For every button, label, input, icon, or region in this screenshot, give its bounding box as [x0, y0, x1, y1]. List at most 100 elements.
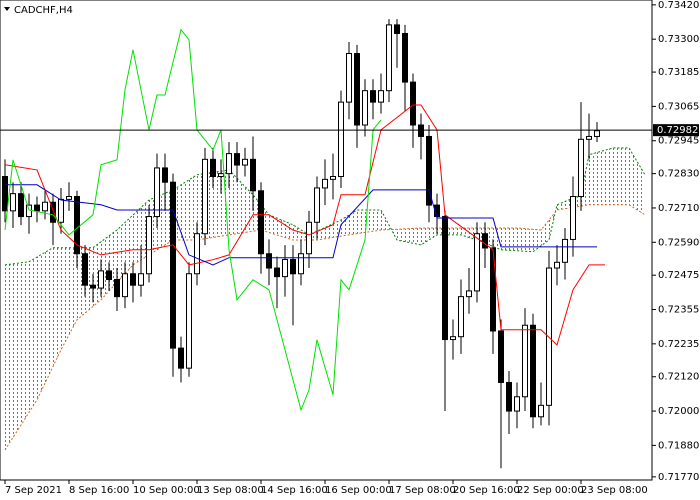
- candle-body: [322, 178, 328, 189]
- candle-body: [458, 296, 464, 338]
- candle-body: [42, 201, 48, 212]
- candle-body: [346, 52, 352, 103]
- y-tick-label: 0.73300: [658, 34, 699, 45]
- candle-body: [426, 135, 432, 206]
- tenkan-sen: [4, 104, 605, 346]
- y-tick-label: 0.73420: [658, 0, 699, 11]
- candle-body: [442, 216, 448, 341]
- candle-body: [10, 193, 16, 212]
- candle-body: [130, 273, 136, 286]
- candle-body: [202, 158, 208, 235]
- y-tick-label: 0.72590: [658, 237, 699, 248]
- candle-body: [82, 253, 88, 286]
- ichimoku-cloud: [5, 147, 645, 450]
- candle-body: [2, 175, 8, 212]
- candle-body: [50, 201, 56, 223]
- y-tick-label: 0.71770: [658, 472, 699, 483]
- kijun-sen: [5, 184, 597, 266]
- candle-body: [578, 138, 584, 198]
- candle-body: [418, 124, 424, 137]
- candle-body: [282, 258, 288, 278]
- candle-body: [370, 90, 376, 103]
- candle-body: [162, 167, 168, 183]
- candle-body: [338, 101, 344, 177]
- candle-body: [354, 52, 360, 126]
- senkou-span-a: [4, 147, 646, 266]
- candle-body: [522, 324, 528, 398]
- candle-body: [562, 238, 568, 263]
- candle-body: [362, 90, 368, 126]
- chikou-span: [4, 28, 382, 412]
- candle-body: [498, 330, 504, 383]
- chart-title: CADCHF,H4: [14, 5, 73, 16]
- candle-body: [314, 187, 320, 223]
- candle-body: [410, 81, 416, 126]
- y-tick-label: 0.72235: [658, 339, 699, 350]
- y-tick-label: 0.72120: [658, 372, 699, 383]
- candle-body: [506, 381, 512, 412]
- x-tick-label: 14 Sep 16:00: [261, 485, 328, 496]
- x-tick-label: 10 Sep 00:00: [133, 485, 200, 496]
- candle-body: [530, 324, 536, 418]
- candle-body: [514, 396, 520, 412]
- candle-body: [18, 193, 24, 218]
- candle-body: [258, 190, 264, 255]
- candle-body: [298, 253, 304, 275]
- candle-body: [386, 24, 392, 92]
- candle-body: [74, 196, 80, 255]
- x-tick-label: 7 Sep 2021: [5, 485, 62, 496]
- candle-body: [306, 221, 312, 255]
- x-tick-label: 23 Sep 08:00: [581, 485, 648, 496]
- candle-body: [218, 173, 224, 177]
- y-tick-label: 0.72475: [658, 270, 699, 281]
- plot-frame: [0, 0, 653, 481]
- candle-body: [154, 167, 160, 218]
- x-tick-label: 13 Sep 08:00: [197, 485, 264, 496]
- candle-body: [34, 204, 40, 212]
- y-tick-label: 0.72355: [658, 305, 699, 316]
- candle-body: [378, 90, 384, 103]
- x-tick-label: 16 Sep 00:00: [325, 485, 392, 496]
- y-tick-label: 0.73185: [658, 67, 699, 78]
- candle-body: [394, 24, 400, 34]
- candle-body: [138, 273, 144, 286]
- candle-body: [186, 273, 192, 369]
- candle-body: [242, 158, 248, 166]
- candle-body: [90, 284, 96, 289]
- menu-triangle: [4, 7, 10, 11]
- y-tick-label: 0.72830: [658, 169, 699, 180]
- candle-body: [330, 175, 336, 180]
- candle-body: [66, 196, 72, 200]
- candle-body: [266, 253, 272, 269]
- candle-body: [178, 347, 184, 369]
- current-price-box: [653, 124, 699, 137]
- current-price-label: 0.72982: [657, 125, 698, 136]
- x-tick-label: 22 Sep 00:00: [517, 485, 584, 496]
- senkou-span-b: [4, 204, 646, 451]
- candle-body: [474, 233, 480, 292]
- x-tick-label: 17 Sep 08:00: [389, 485, 456, 496]
- candle-body: [594, 130, 600, 137]
- candle-body: [234, 153, 240, 166]
- candle-body: [170, 181, 176, 349]
- candle-body: [546, 267, 552, 406]
- candle-body: [538, 404, 544, 418]
- candle-body: [586, 135, 592, 140]
- candle-body: [450, 336, 456, 341]
- y-tick-label: 0.71880: [658, 440, 699, 451]
- x-tick-label: 8 Sep 16:00: [69, 485, 129, 496]
- candle-body: [466, 290, 472, 298]
- candle-body: [482, 233, 488, 249]
- candle-body: [226, 153, 232, 175]
- y-tick-label: 0.72945: [658, 136, 699, 147]
- candle-body: [402, 32, 408, 83]
- candle-body: [114, 278, 120, 298]
- candle-body: [274, 267, 280, 278]
- candle-body: [554, 261, 560, 269]
- candle-body: [98, 270, 104, 289]
- x-tick-label: 20 Sep 16:00: [453, 485, 520, 496]
- y-tick-label: 0.73065: [658, 101, 699, 112]
- candle-body: [146, 216, 152, 275]
- candle-body: [122, 273, 128, 298]
